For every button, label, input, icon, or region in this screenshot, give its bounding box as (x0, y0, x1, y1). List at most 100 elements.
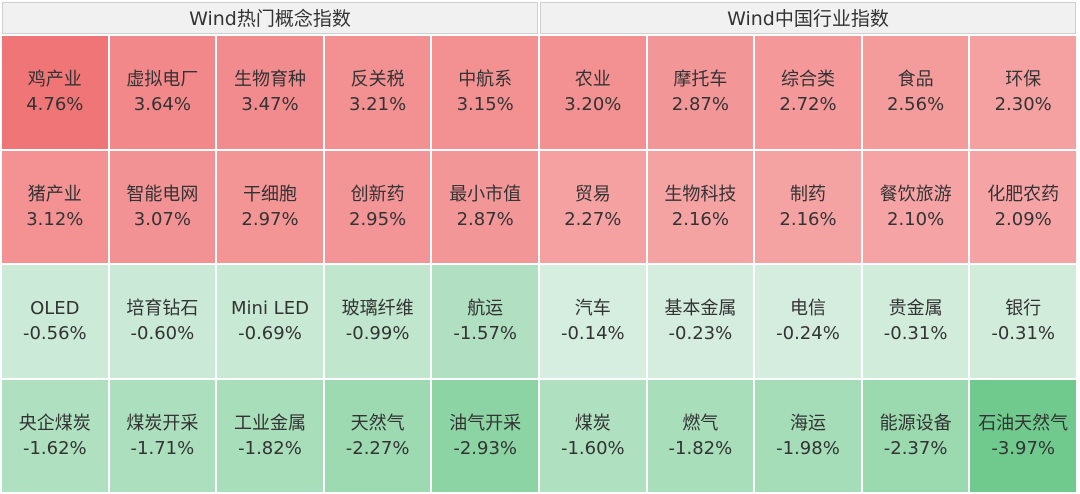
tile-name: 环保 (1005, 69, 1042, 91)
tile: 海运 -1.98% (755, 379, 861, 492)
tile: 生物科技 2.16% (647, 150, 754, 263)
tile-change: 2.27% (564, 208, 622, 230)
tile-change: -0.69% (238, 323, 302, 345)
tile-change: 2.10% (887, 208, 945, 230)
tile-change: -2.27% (345, 437, 410, 459)
tile: 培育钻石 -0.60% (109, 265, 216, 378)
tile: 摩托车 2.87% (647, 36, 754, 149)
tile-name: 智能电网 (126, 183, 199, 205)
tile-change: 2.16% (671, 208, 729, 230)
tile-change: 3.64% (133, 94, 191, 116)
tile-name: 虚拟电厂 (126, 69, 199, 91)
tile: 生物育种 3.47% (217, 36, 323, 149)
tile-name: 反关税 (350, 69, 405, 91)
tile: 餐饮旅游 2.10% (862, 150, 969, 263)
tile-change: -1.82% (238, 437, 302, 459)
tile: 航运 -1.57% (432, 265, 538, 378)
tile-change: 3.47% (241, 94, 299, 116)
tile: 煤炭 -1.60% (540, 379, 646, 492)
tile-name: 最小市值 (449, 183, 522, 205)
tile: 猪产业 3.12% (2, 150, 108, 263)
tile: 最小市值 2.87% (432, 150, 538, 263)
tile-name: 猪产业 (27, 183, 82, 205)
tile-change: 3.15% (456, 94, 514, 116)
tile-change: -0.31% (883, 323, 948, 345)
tile-name: 摩托车 (673, 69, 728, 91)
tile-change: 3.20% (564, 94, 622, 116)
tile-name: 能源设备 (879, 412, 952, 434)
tile-name: 汽车 (574, 298, 611, 320)
tile-change: -1.57% (453, 323, 518, 345)
tile-name: 央企煤炭 (18, 412, 91, 434)
tile: 贵金属 -0.31% (862, 265, 969, 378)
tile-name: 创新药 (350, 183, 405, 205)
tile: 鸡产业 4.76% (2, 36, 108, 149)
tile: 煤炭开采 -1.71% (109, 379, 216, 492)
tile: 基本金属 -0.23% (647, 265, 754, 378)
tile: OLED -0.56% (2, 265, 108, 378)
tile: 农业 3.20% (540, 36, 646, 149)
panel-title: Wind热门概念指数 (2, 2, 538, 34)
tile: 天然气 -2.27% (324, 379, 431, 492)
tile-name: 制药 (789, 183, 826, 205)
tile-name: 综合类 (780, 69, 835, 91)
tile-change: 3.12% (26, 208, 84, 230)
tile-change: 2.97% (241, 208, 299, 230)
tile-grid: 鸡产业 4.76% 虚拟电厂 3.64% 生物育种 3.47% 反关税 3.21% 中航系 3.1… (2, 36, 538, 492)
tile-name: 化肥农药 (987, 183, 1060, 205)
tile: 电信 -0.24% (755, 265, 861, 378)
tile: 虚拟电厂 3.64% (109, 36, 216, 149)
tile-name: 贸易 (574, 183, 611, 205)
tile-change: -0.60% (130, 323, 195, 345)
tile-grid: 农业 3.20% 摩托车 2.87% 综合类 2.72% 食品 2.56% 环保 2.30% 贸易 2… (540, 36, 1076, 492)
tile-change: -1.82% (668, 437, 733, 459)
tile: 环保 2.30% (970, 36, 1076, 149)
tile-name: 生物科技 (664, 183, 737, 205)
tile: 干细胞 2.97% (217, 150, 323, 263)
tile: 石油天然气 -3.97% (970, 379, 1076, 492)
tile-change: -1.62% (22, 437, 87, 459)
tile-name: 电信 (789, 298, 826, 320)
tile: 反关税 3.21% (324, 36, 431, 149)
tile-change: 4.76% (26, 94, 84, 116)
tile: 智能电网 3.07% (109, 150, 216, 263)
tile: 汽车 -0.14% (540, 265, 646, 378)
tile-name: 农业 (574, 69, 611, 91)
tile-change: -2.37% (883, 437, 948, 459)
tile: 制药 2.16% (755, 150, 861, 263)
panel: Wind热门概念指数 鸡产业 4.76% 虚拟电厂 3.64% 生物育种 3.47% 反关税 3… (2, 2, 538, 492)
tile: 央企煤炭 -1.62% (2, 379, 108, 492)
panel-title: Wind中国行业指数 (540, 2, 1076, 34)
tile-change: -0.24% (776, 323, 840, 345)
tile-name: 鸡产业 (27, 69, 82, 91)
tile-name: 银行 (1005, 298, 1042, 320)
tile-change: -0.31% (991, 323, 1056, 345)
tile-name: 生物育种 (233, 69, 306, 91)
tile-name: 基本金属 (664, 298, 737, 320)
tile-change: -1.98% (776, 437, 840, 459)
tile-change: 2.30% (994, 94, 1052, 116)
tile-change: 2.72% (779, 94, 837, 116)
tile-change: 2.87% (671, 94, 729, 116)
tile: 玻璃纤维 -0.99% (324, 265, 431, 378)
panel: Wind中国行业指数农业 3.20% 摩托车 2.87% 综合类 2.72% 食品 2.56%… (540, 2, 1076, 492)
tile: 燃气 -1.82% (647, 379, 754, 492)
tile: 贸易 2.27% (540, 150, 646, 263)
tile-change: 2.56% (887, 94, 945, 116)
tile-name: 干细胞 (242, 183, 297, 205)
tile-name: 餐饮旅游 (879, 183, 952, 205)
tile-name: 玻璃纤维 (341, 298, 414, 320)
tile-name: 培育钻石 (126, 298, 199, 320)
tile-change: -0.56% (22, 323, 87, 345)
tile-change: -2.93% (453, 437, 518, 459)
tile-name: 食品 (897, 69, 934, 91)
tile-change: 2.87% (456, 208, 514, 230)
tile: 化肥农药 2.09% (970, 150, 1076, 263)
tile: 食品 2.56% (862, 36, 969, 149)
tile-change: 2.95% (349, 208, 407, 230)
tile: 综合类 2.72% (755, 36, 861, 149)
tile-change: -1.60% (560, 437, 625, 459)
tile-name: 煤炭开采 (126, 412, 199, 434)
tile-name: 天然气 (350, 412, 405, 434)
